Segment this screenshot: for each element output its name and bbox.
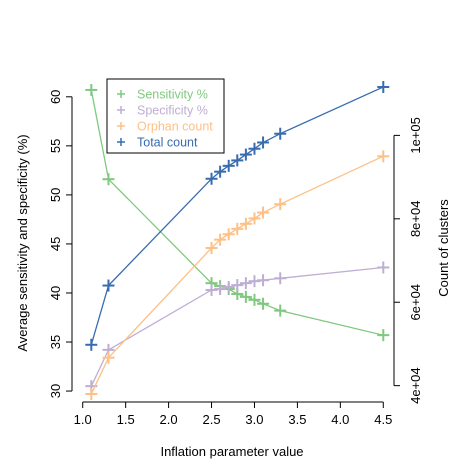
series-specificity [85,261,390,393]
data-point [231,154,244,167]
data-point [205,242,218,255]
y-left-tick-label: 45 [48,237,63,251]
legend-box [106,78,225,154]
data-point [274,304,287,317]
data-point [239,148,252,161]
legend-item: Total count [117,136,198,150]
y-left-tick-label: 60 [48,90,63,104]
data-point [257,274,270,287]
data-point [102,173,115,186]
data-point [205,172,218,185]
y-left-tick-label: 55 [48,139,63,153]
data-point [239,217,252,230]
y-right-tick-label: 8e+04 [408,201,423,238]
data-point [102,351,115,364]
legend: Sensitivity % Specificity % Orphan count To… [106,78,225,154]
series-total-count [85,81,390,351]
x-tick-label: 2.0 [160,412,178,427]
data-point [239,277,252,290]
x-tick-label: 2.5 [202,412,220,427]
legend-label: Orphan count [137,120,213,134]
y-right-tick-label: 6e+04 [408,284,423,321]
data-point [214,233,227,246]
data-point [377,81,390,93]
y-axis-left-title: Average sensitivity and specificity (%) [15,134,30,351]
data-point [377,150,390,163]
data-point [85,388,98,400]
data-point [274,127,287,140]
y-left-tick-label: 50 [48,188,63,202]
x-tick-label: 1.0 [74,412,92,427]
legend-label: Sensitivity % [137,88,208,102]
legend-item: Orphan count [117,120,213,134]
x-tick-label: 3.0 [245,412,263,427]
data-point [257,297,270,310]
data-point [222,281,235,294]
data-point [231,222,244,235]
series-layer [85,81,390,400]
data-point [102,279,115,292]
x-axis-title: Inflation parameter value [160,444,303,459]
x-tick-label: 1.5 [117,412,135,427]
data-point [377,329,390,342]
legend-label: Specificity % [137,104,208,118]
y-left-tick-label: 35 [48,335,63,349]
y-axis-right-title: Count of clusters [436,199,451,297]
axes: 1.0 1.5 2.0 2.5 3.0 3.5 4.0 4.5 30 35 40 45 50 55 60 4e… [48,90,423,427]
legend-item: Sensitivity % [117,88,208,102]
y-left-tick-label: 30 [48,384,63,398]
x-tick-label: 3.5 [288,412,306,427]
data-point [222,159,235,172]
data-point [231,279,244,292]
data-point [222,228,235,241]
data-point [239,290,252,303]
data-point [248,142,261,155]
x-tick-label: 4.0 [331,412,349,427]
legend-label: Total count [137,136,198,150]
data-point [214,283,227,296]
data-point [214,165,227,178]
data-point [274,198,287,211]
data-point [248,212,261,225]
y-right-tick-label: 1e+05 [408,117,423,154]
y-left-tick-label: 40 [48,286,63,300]
data-point [248,293,261,306]
data-point [85,338,98,351]
data-point [274,272,287,285]
y-right-tick-label: 4e+04 [408,367,423,404]
legend-item: Specificity % [117,104,208,118]
series-line [90,155,384,395]
series-orphan-count [85,150,390,400]
x-tick-label: 4.5 [374,412,392,427]
data-point [377,261,390,274]
data-point [257,136,270,149]
data-point [85,83,98,96]
data-point [257,206,270,219]
